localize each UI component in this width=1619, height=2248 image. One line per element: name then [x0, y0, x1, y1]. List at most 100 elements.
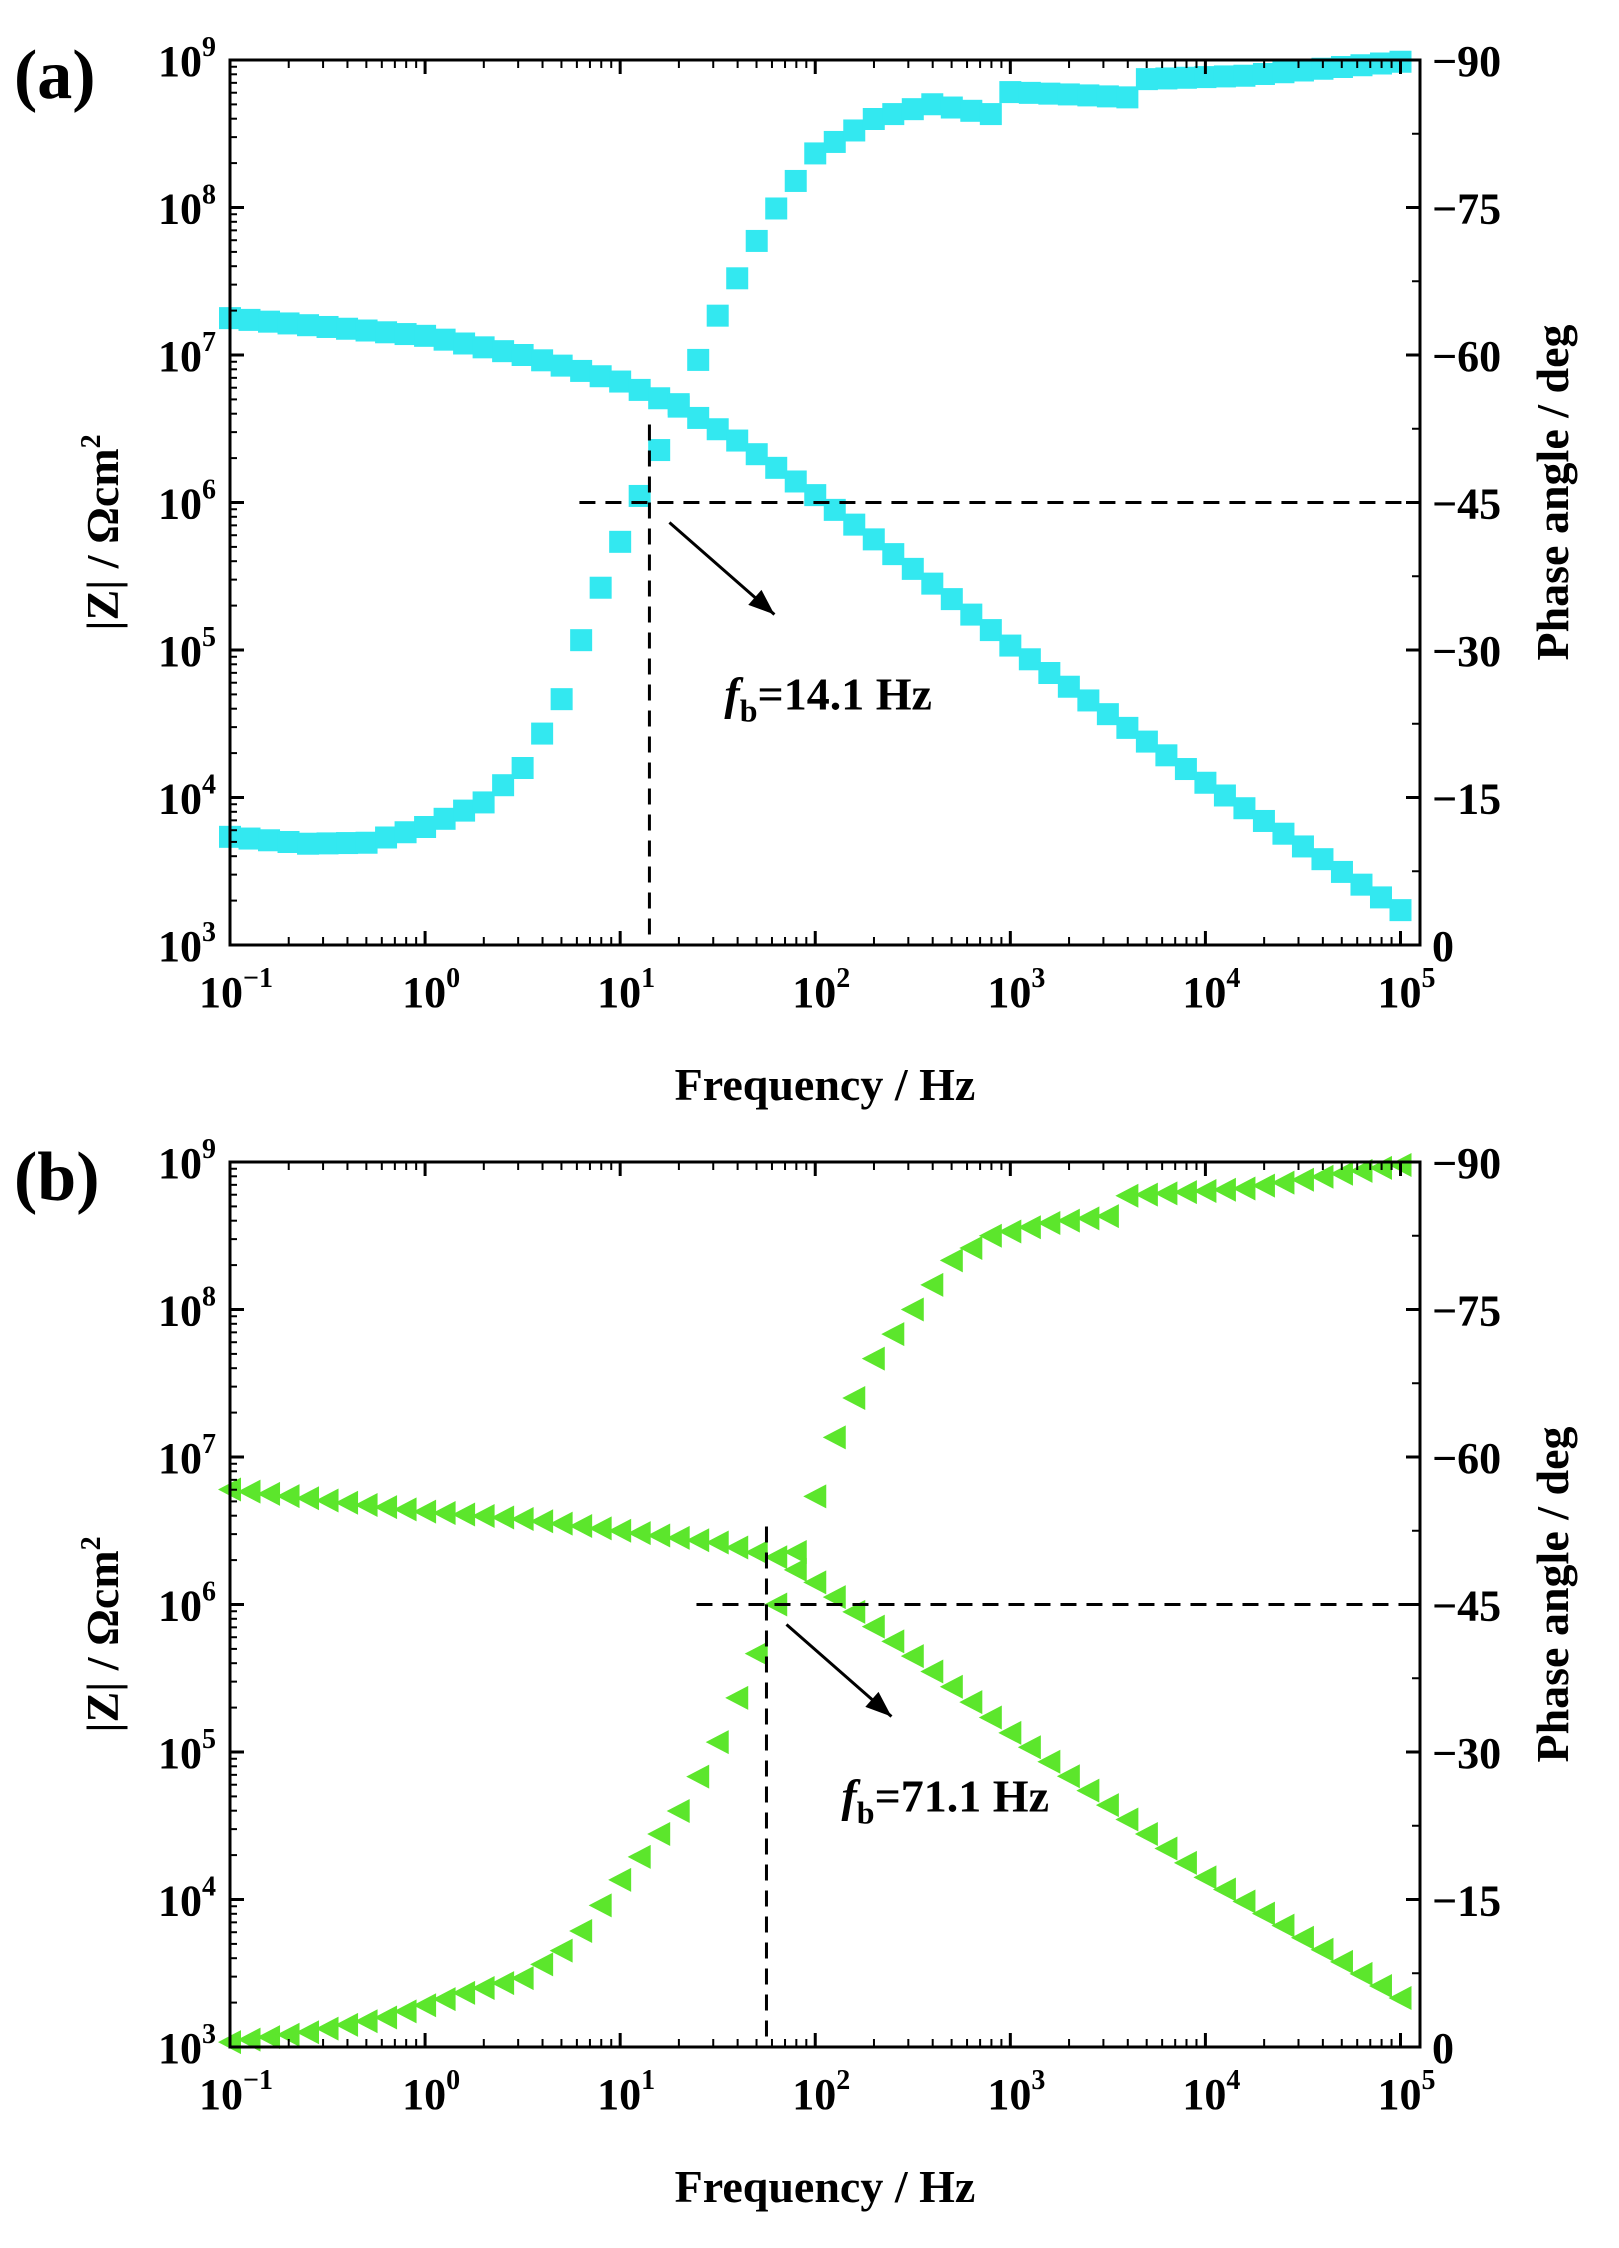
phase-point [900, 1297, 924, 1322]
modulus-point [375, 321, 398, 344]
modulus-point [1116, 716, 1139, 739]
phase-point [277, 830, 300, 853]
modulus-point [628, 378, 651, 401]
modulus-point [1134, 1822, 1158, 1847]
phase-point [862, 108, 885, 130]
modulus-point [901, 557, 924, 580]
phase-point [784, 169, 807, 192]
phase-point [1194, 66, 1217, 89]
phase-point [433, 807, 456, 830]
x-tick-label: 102 [792, 2065, 850, 2119]
modulus-point [1290, 1925, 1314, 1950]
modulus-point [238, 308, 261, 331]
phase-point [238, 827, 261, 850]
modulus-point [471, 1504, 495, 1528]
phase-point [491, 1971, 515, 1996]
x-tick-label: 102 [792, 963, 850, 1017]
phase-point [1193, 1178, 1217, 1203]
modulus-point [1018, 648, 1041, 671]
phase-point [257, 2025, 281, 2050]
modulus-point [862, 528, 885, 551]
modulus-point [843, 513, 866, 536]
modulus-point [999, 634, 1022, 657]
phase-point [492, 774, 515, 797]
modulus-point [588, 1516, 612, 1541]
modulus-point [414, 324, 437, 347]
modulus-point [1017, 1735, 1041, 1760]
y-right-tick-label: 0 [1432, 922, 1454, 971]
y-right-tick-label: −30 [1432, 1729, 1501, 1778]
phase-point [822, 1425, 846, 1450]
y-right-tick-label: −75 [1432, 185, 1501, 234]
y-left-tick-label: 109 [158, 32, 216, 86]
phase-point [667, 393, 690, 416]
modulus-point [453, 332, 476, 355]
phase-point [744, 1641, 768, 1666]
phase-point [881, 1322, 905, 1347]
modulus-point [706, 418, 729, 441]
phase-point [393, 1999, 417, 2024]
phase-point [921, 93, 944, 116]
modulus-point [589, 365, 612, 388]
modulus-point [1350, 873, 1373, 896]
modulus-point [296, 1486, 320, 1511]
phase-point [1329, 1161, 1353, 1186]
modulus-point [940, 588, 963, 611]
modulus-point [1388, 1986, 1412, 2011]
phase-point [276, 2022, 300, 2047]
phase-point [336, 832, 359, 855]
y-left-tick-label: 105 [158, 1724, 216, 1778]
phase-point [1154, 1181, 1178, 1206]
modulus-point [1272, 822, 1295, 845]
y-left-tick-label: 106 [158, 1577, 216, 1631]
modulus-point [804, 484, 827, 507]
phase-point [1018, 81, 1041, 104]
modulus-point [1291, 835, 1314, 858]
modulus-point [1369, 886, 1392, 909]
phase-point [706, 304, 729, 327]
phase-point [258, 829, 281, 852]
y-right-tick-label: 0 [1432, 2024, 1454, 2073]
modulus-point [355, 319, 378, 342]
phase-point [1095, 1204, 1119, 1229]
x-tick-label: 100 [402, 2065, 460, 2119]
phase-point [627, 1844, 651, 1869]
phase-point [608, 1867, 632, 1892]
modulus-point [1193, 1865, 1217, 1890]
modulus-point [570, 359, 593, 382]
phase-point [413, 1993, 437, 2018]
x-tick-label: 10−1 [199, 2065, 273, 2119]
panel-label: (a) [14, 37, 96, 114]
phase-point [940, 96, 963, 119]
modulus-point [1330, 860, 1353, 883]
modulus-point [1329, 1949, 1353, 1974]
y-left-tick-label: 107 [158, 327, 216, 381]
panel-label: (b) [14, 1139, 100, 1216]
x-tick-label: 103 [987, 2065, 1045, 2119]
phase-point [335, 2012, 359, 2037]
modulus-point [959, 1690, 983, 1715]
modulus-point [726, 429, 749, 452]
modulus-point [1389, 899, 1412, 922]
modulus-point [744, 1540, 768, 1565]
phase-point [1037, 1210, 1061, 1235]
modulus-point [374, 1495, 398, 1520]
y-left-axis-title: |Z| / Ωcm2 [76, 1536, 128, 1732]
phase-point [432, 1987, 456, 2012]
phase-point [920, 1272, 944, 1297]
modulus-point [492, 340, 515, 363]
y-left-axis-title: |Z| / Ωcm2 [76, 434, 128, 630]
modulus-point [433, 328, 456, 351]
phase-point [686, 1764, 710, 1789]
modulus-point [472, 336, 495, 359]
modulus-point [705, 1530, 729, 1555]
y-right-tick-label: −15 [1432, 1877, 1501, 1926]
modulus-point [315, 1488, 339, 1513]
modulus-point [1056, 1764, 1080, 1789]
annotation-arrow-head [748, 589, 775, 615]
modulus-point [1311, 848, 1334, 871]
y-left-tick-label: 108 [158, 1282, 216, 1336]
modulus-point [783, 1557, 807, 1582]
modulus-point [1212, 1877, 1236, 1902]
phase-point [705, 1730, 729, 1755]
